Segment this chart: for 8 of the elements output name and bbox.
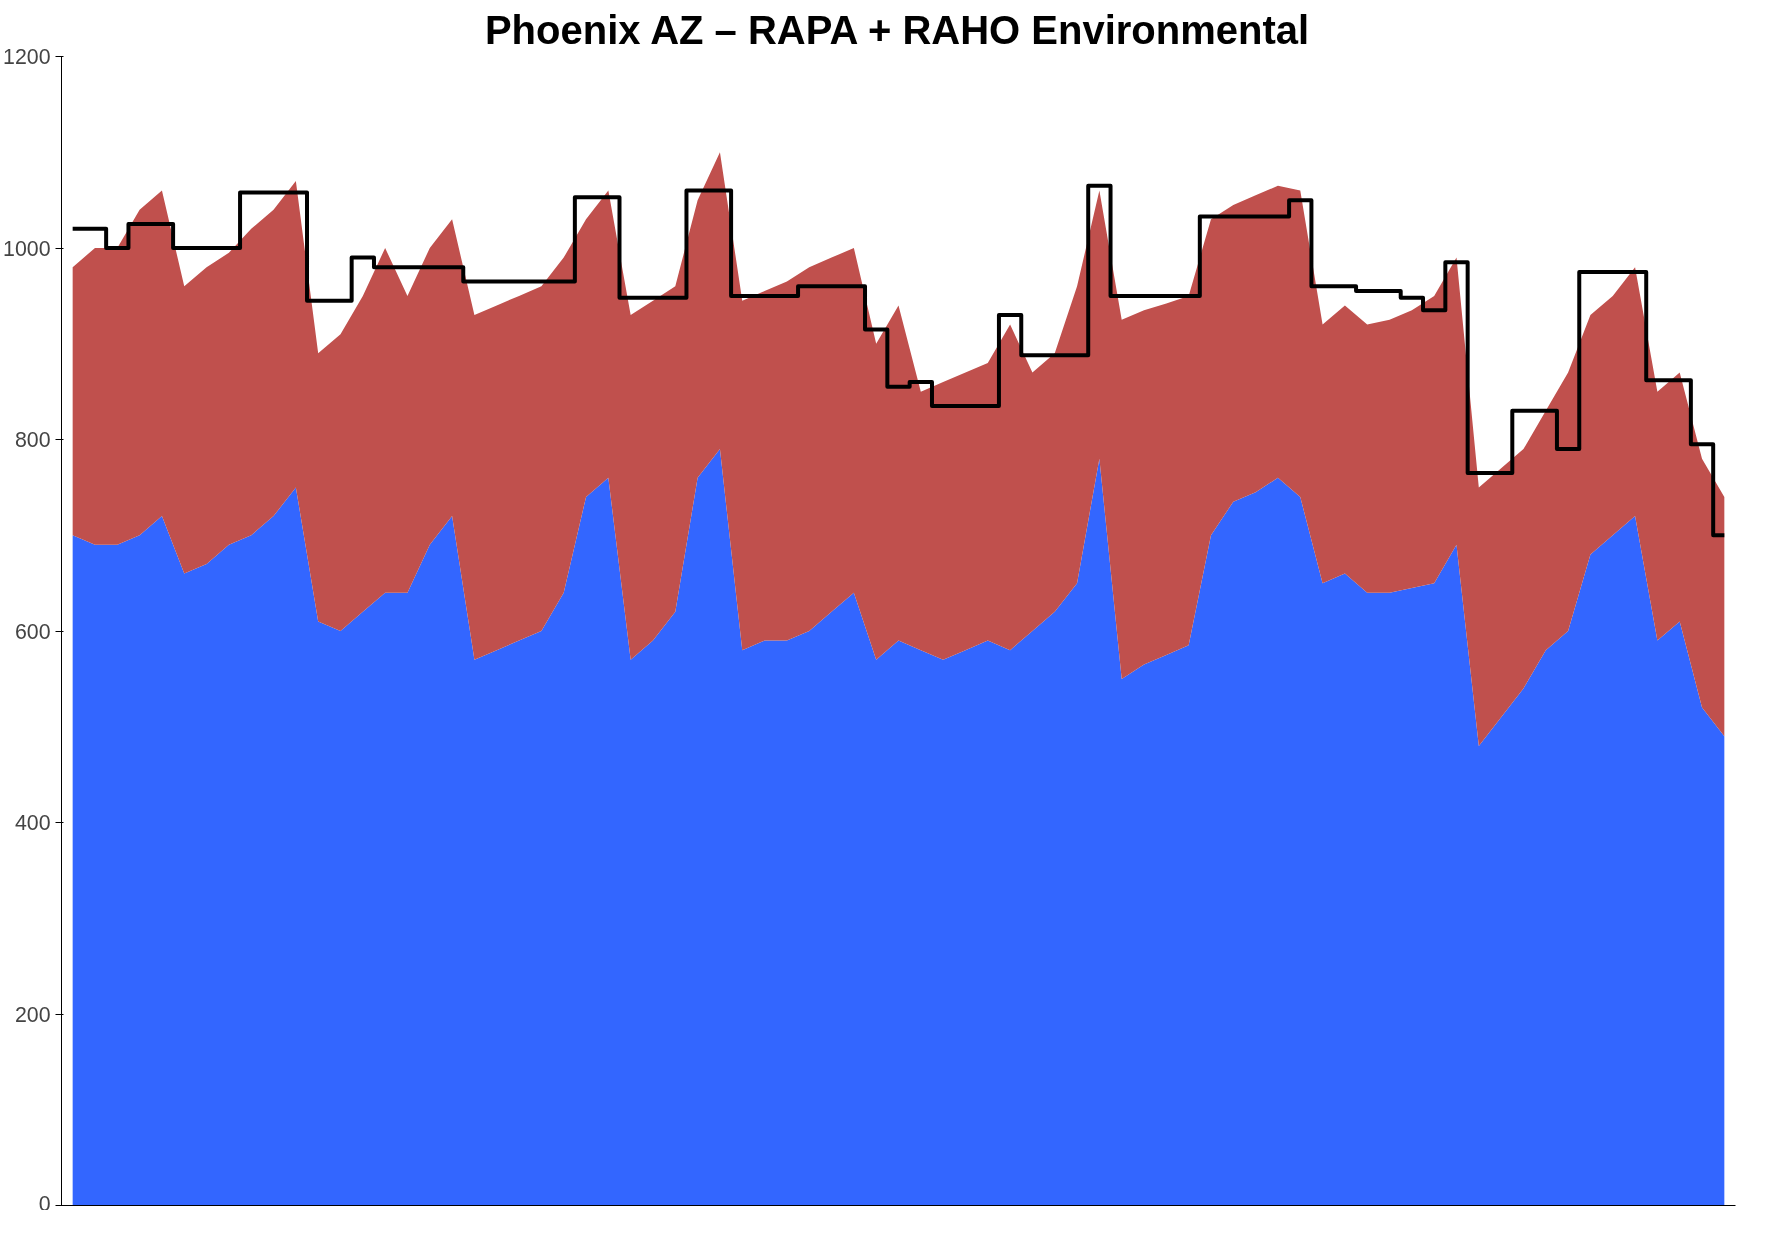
y-tick-label: 400 (14, 811, 51, 835)
y-tick-label: 600 (14, 619, 51, 644)
y-tick-label: 800 (14, 428, 51, 452)
y-tick-label: 0 (38, 1191, 51, 1216)
y-tick-label: 1200 (3, 45, 51, 69)
chart-title: Phoenix AZ – RAPA + RAHO Environmental (484, 7, 1310, 52)
y-tick-label: 200 (14, 1002, 51, 1027)
y-tick-label: 1000 (3, 236, 51, 261)
